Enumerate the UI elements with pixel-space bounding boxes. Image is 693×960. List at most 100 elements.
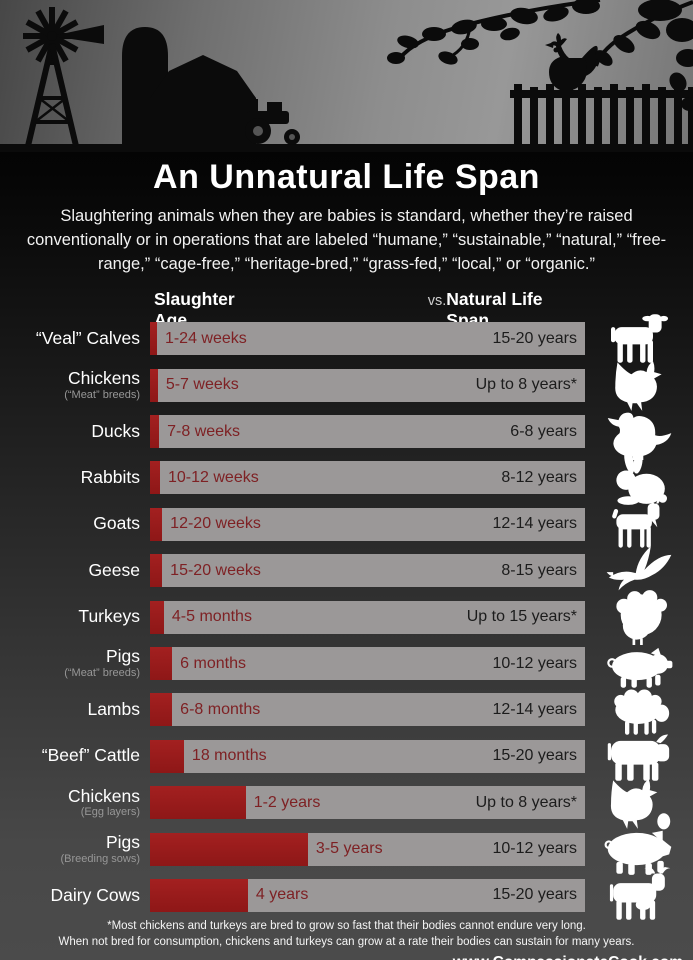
row-label: Lambs [87, 698, 140, 719]
life-span-value: Up to 8 years* [475, 376, 577, 394]
table-row-lambs: Lambs 6-8 months 12-14 years [0, 682, 693, 728]
table-row-veal-calves: “Veal” Calves 1-24 weeks 15-20 years [0, 311, 693, 357]
lifespan-bar: 4 years 15-20 years [150, 878, 585, 912]
life-span-value: 15-20 years [492, 329, 578, 347]
slaughter-age-value: 1-24 weeks [164, 329, 247, 347]
tractor-icon [245, 99, 300, 145]
slaughter-age-bar [150, 415, 160, 449]
rooster-icon [545, 33, 603, 93]
row-label: “Veal” Calves [35, 327, 140, 348]
table-row-ducks: Ducks 7-8 weeks 6-8 years [0, 404, 693, 450]
slaughter-age-bar [150, 461, 160, 495]
footnote-line-2: When not bred for consumption, chickens … [58, 935, 635, 948]
slaughter-age-bar [150, 739, 184, 773]
slaughter-age-value: 4 years [255, 886, 309, 904]
slaughter-age-value: 5-7 weeks [165, 376, 239, 394]
row-label: Chickens [68, 785, 140, 806]
slaughter-age-bar [150, 693, 173, 727]
page-subtitle: Slaughtering animals when they are babie… [26, 207, 667, 273]
slaughter-age-value: 3-5 years [315, 840, 383, 858]
table-row-pigs-meat: Pigs (“Meat” breeds) 6 months 10-12 years [0, 636, 693, 682]
row-sublabel: (Breeding sows) [60, 852, 140, 865]
slaughter-age-bar [150, 878, 248, 912]
slaughter-age-bar [150, 507, 163, 541]
page-title: An Unnatural Life Span [153, 158, 540, 196]
windmill-icon [23, 7, 104, 147]
slaughter-age-value: 18 months [191, 747, 267, 765]
lifespan-bar: 1-2 years Up to 8 years* [150, 786, 585, 820]
life-span-value: 8-15 years [501, 561, 577, 579]
slaughter-age-bar [150, 368, 158, 402]
lifespan-bar: 5-7 weeks Up to 8 years* [150, 368, 585, 402]
website-link[interactable]: www.CompassionateCook.com [453, 954, 683, 960]
life-span-value: Up to 15 years* [466, 608, 577, 626]
table-row-chickens-egg: Chickens (Egg layers) 1-2 years Up to 8 ye… [0, 775, 693, 821]
row-label: Turkeys [78, 606, 140, 627]
row-label: “Beef” Cattle [41, 745, 140, 766]
slaughter-age-value: 4-5 months [171, 608, 252, 626]
slaughter-age-bar [150, 600, 164, 634]
lifespan-bar: 10-12 weeks 8-12 years [150, 461, 585, 495]
ground-line [0, 144, 693, 152]
table-row-geese: Geese 15-20 weeks 8-15 years [0, 543, 693, 589]
dairy-cow-icon [593, 867, 685, 923]
lifespan-bar: 15-20 weeks 8-15 years [150, 554, 585, 588]
row-sublabel: (“Meat” breeds) [64, 667, 140, 680]
life-span-value: 10-12 years [492, 840, 578, 858]
lifespan-bar: 18 months 15-20 years [150, 739, 585, 773]
slaughter-age-value: 1-2 years [253, 793, 321, 811]
table-row-pigs-sows: Pigs (Breeding sows) 3-5 years 10-12 years [0, 821, 693, 867]
life-span-value: 10-12 years [492, 654, 578, 672]
lifespan-bar: 6-8 months 12-14 years [150, 693, 585, 727]
table-row-goats: Goats 12-20 weeks 12-14 years [0, 496, 693, 542]
slaughter-age-bar [150, 322, 157, 356]
table-row-beef-cattle: “Beef” Cattle 18 months 15-20 years [0, 728, 693, 774]
table-row-chickens-meat: Chickens (“Meat” breeds) 5-7 weeks Up to 8… [0, 357, 693, 403]
barn-icon [150, 55, 256, 146]
slaughter-age-value: 6-8 months [180, 700, 261, 718]
row-label: Dairy Cows [50, 884, 140, 905]
slaughter-age-bar [150, 647, 173, 680]
life-span-value: 12-14 years [492, 700, 578, 718]
lifespan-bar: 1-24 weeks 15-20 years [150, 322, 585, 356]
life-span-value: Up to 8 years* [475, 793, 577, 811]
column-headers: Slaughter Age vs. Natural Life Span [0, 289, 693, 330]
slaughter-age-bar [150, 786, 246, 820]
slaughter-age-value: 7-8 weeks [167, 422, 241, 440]
life-span-value: 15-20 years [492, 747, 578, 765]
fence-icon [510, 84, 693, 152]
life-span-value: 12-14 years [492, 515, 578, 533]
row-label: Rabbits [80, 467, 140, 488]
row-sublabel: (“Meat” breeds) [64, 388, 140, 401]
table-row-dairy-cows: Dairy Cows 4 years 15-20 years [0, 867, 693, 913]
row-label: Pigs [105, 646, 140, 667]
lifespan-bar: 12-20 weeks 12-14 years [150, 507, 585, 541]
life-span-value: 15-20 years [492, 886, 578, 904]
slaughter-age-value: 10-12 weeks [168, 468, 259, 486]
life-span-value: 6-8 years [510, 422, 577, 440]
row-label: Pigs [105, 831, 140, 852]
slaughter-age-value: 15-20 weeks [170, 561, 261, 579]
slaughter-age-bar [150, 832, 308, 866]
row-label: Geese [88, 559, 140, 580]
lifespan-bar: 4-5 months Up to 15 years* [150, 600, 585, 634]
website-bar: www.CompassionateCook.com [0, 950, 693, 960]
footnote: *Most chickens and turkeys are bred to g… [0, 918, 693, 950]
farm-scene-illustration [0, 0, 693, 152]
lifespan-bar: 3-5 years 10-12 years [150, 832, 585, 866]
branch-leaves-icon [387, 0, 693, 111]
slaughter-age-value: 6 months [180, 654, 246, 672]
vs-label: vs. [427, 292, 447, 309]
lifespan-bar: 7-8 weeks 6-8 years [150, 415, 585, 449]
life-span-value: 8-12 years [501, 468, 577, 486]
row-sublabel: (Egg layers) [80, 806, 140, 819]
row-label: Chickens [68, 367, 140, 388]
table-row-rabbits: Rabbits 10-12 weeks 8-12 years [0, 450, 693, 496]
footnote-line-1: *Most chickens and turkeys are bred to g… [107, 919, 586, 932]
slaughter-age-value: 12-20 weeks [170, 515, 261, 533]
slaughter-age-bar [150, 554, 163, 588]
table-row-turkeys: Turkeys 4-5 months Up to 15 years* [0, 589, 693, 635]
row-label: Ducks [91, 420, 140, 441]
lifespan-bar: 6 months 10-12 years [150, 647, 585, 680]
